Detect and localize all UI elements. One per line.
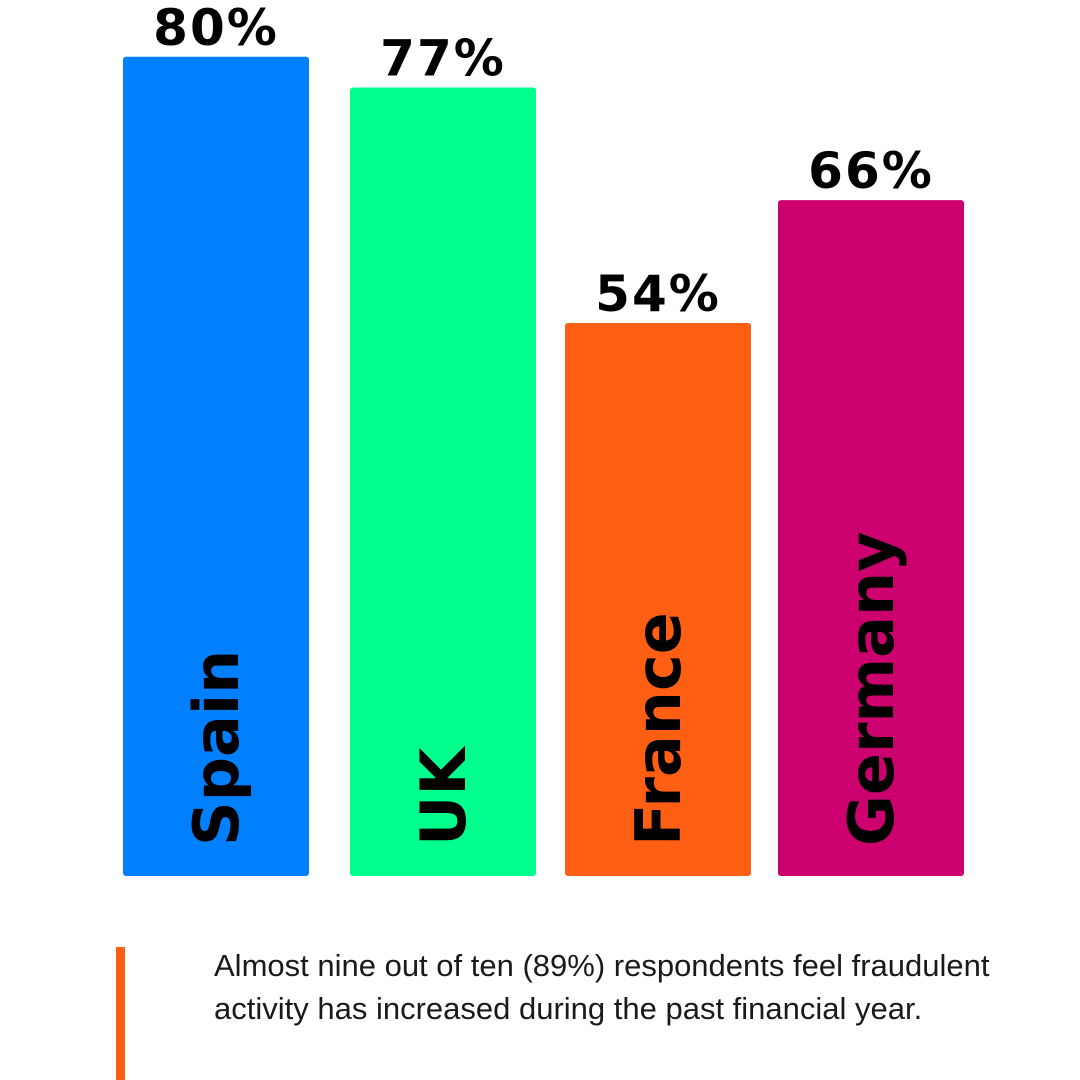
value-label-uk: 77% <box>380 30 506 88</box>
category-label-france: France <box>622 612 695 846</box>
category-label-spain: Spain <box>180 650 253 846</box>
bar-spain <box>123 56 309 877</box>
value-label-france: 54% <box>595 265 721 323</box>
value-label-germany: 66% <box>808 142 934 200</box>
footnote-text: Almost nine out of ten (89%) respondents… <box>214 948 990 1026</box>
bar-chart: 80% Spain 77% UK 54% France 66% Germany <box>123 0 964 877</box>
category-label-germany: Germany <box>835 531 908 846</box>
category-label-uk: UK <box>407 746 480 846</box>
footnote-accent-bar <box>116 947 125 1080</box>
value-label-spain: 80% <box>153 0 279 57</box>
bar-uk <box>350 87 536 876</box>
bar-germany <box>778 200 964 876</box>
bar-france <box>565 323 751 876</box>
